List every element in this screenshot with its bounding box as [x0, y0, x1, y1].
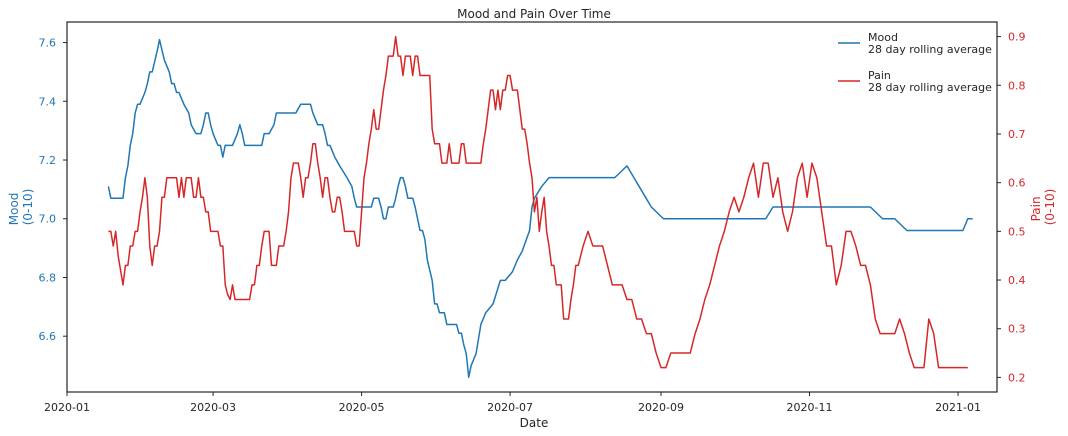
left-tick-label: 7.6: [39, 37, 57, 50]
mood-series-line: [107, 38, 973, 379]
legend-subtitle-pain: 28 day rolling average: [868, 81, 992, 94]
x-tick-label: 2020-07: [487, 401, 533, 414]
right-axis-label-line-1: Pain: [1029, 196, 1043, 221]
right-tick-label: 0.6: [1008, 177, 1026, 190]
legend-label-mood: Mood: [868, 31, 898, 44]
right-y-axis: 0.2 0.3 0.4 0.5 0.6 0.7 0.8 0.9: [997, 31, 1026, 384]
plot-frame: [66, 21, 998, 393]
right-tick-label: 0.9: [1008, 31, 1026, 44]
right-tick-label: 0.3: [1008, 323, 1026, 336]
x-tick-label: 2021-01: [935, 401, 981, 414]
right-tick-label: 0.7: [1008, 128, 1026, 141]
right-axis-label: Pain (0-10): [1029, 189, 1057, 226]
x-tick-label: 2020-03: [190, 401, 236, 414]
legend-subtitle-mood: 28 day rolling average: [868, 43, 992, 56]
x-tick-label: 2020-11: [787, 401, 833, 414]
left-y-axis: 6.6 6.8 7.0 7.2 7.4 7.6: [39, 37, 67, 343]
left-axis-label: Mood (0-10): [7, 189, 35, 226]
left-tick-label: 7.4: [39, 95, 57, 108]
x-tick-label: 2020-09: [638, 401, 684, 414]
legend: Mood 28 day rolling average Pain 28 day …: [838, 31, 992, 94]
right-tick-label: 0.2: [1008, 371, 1026, 384]
left-tick-label: 7.0: [39, 213, 57, 226]
right-tick-label: 0.5: [1008, 225, 1026, 238]
x-tick-label: 2020-05: [339, 401, 385, 414]
left-axis-label-line-1: Mood: [7, 193, 21, 226]
x-axis: 2020-01 2020-03 2020-05 2020-07 2020-09 2020-…: [44, 392, 981, 414]
left-tick-label: 6.6: [39, 330, 57, 343]
pain-series-line: [108, 35, 968, 369]
left-tick-label: 6.8: [39, 271, 57, 284]
legend-label-pain: Pain: [868, 69, 891, 82]
chart-title: Mood and Pain Over Time: [457, 7, 611, 21]
right-tick-label: 0.4: [1008, 274, 1026, 287]
x-axis-label: Date: [520, 416, 549, 430]
left-axis-label-line-2: (0-10): [21, 189, 35, 226]
right-axis-label-line-2: (0-10): [1043, 189, 1057, 226]
series-layer: [107, 35, 973, 379]
left-tick-label: 7.2: [39, 154, 57, 167]
x-tick-label: 2020-01: [44, 401, 90, 414]
right-tick-label: 0.8: [1008, 79, 1026, 92]
